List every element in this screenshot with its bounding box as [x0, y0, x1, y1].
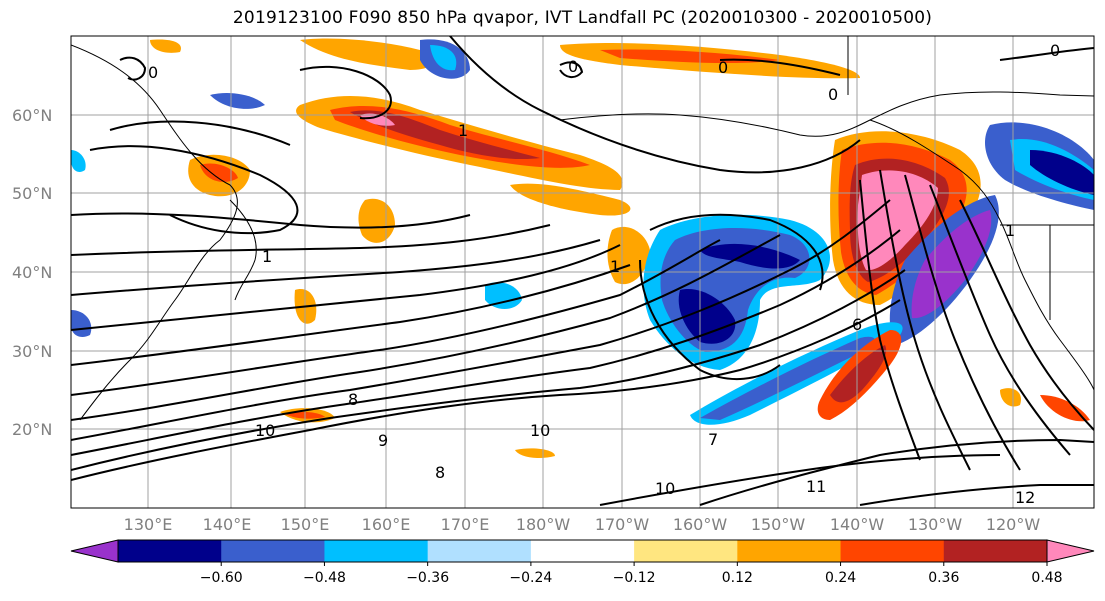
colorbar-tick-label: 0.48: [1031, 570, 1062, 586]
contour-label: 1: [1005, 221, 1015, 240]
contour-label: 1: [610, 257, 620, 276]
contour-label: 0: [148, 63, 158, 82]
contour-label: 10: [255, 421, 275, 440]
colorbar-tick-label: −0.36: [406, 570, 449, 586]
contour-label: 6: [852, 315, 862, 334]
lon-label: 160°E: [362, 515, 411, 534]
qvapor-filled-regions: [71, 38, 1094, 458]
colorbar-extend-max: [1046, 539, 1095, 563]
lat-label: 20°N: [12, 420, 52, 439]
colorbar-extend-min: [70, 539, 119, 563]
figure-title: 2019123100 F090 850 hPa qvapor, IVT Land…: [232, 8, 933, 28]
colorbar-segment: [634, 540, 738, 562]
lat-label: 40°N: [12, 263, 52, 282]
contour-label: 11: [806, 477, 826, 496]
colorbar-tick-label: 0.12: [722, 570, 753, 586]
map-gridlines: [71, 36, 1094, 508]
colorbar-segment: [737, 540, 842, 562]
colorbar-tick-label: 0.36: [928, 570, 959, 586]
lon-label: 150°E: [281, 515, 330, 534]
colorbar-segment: [118, 540, 222, 562]
lon-label: 180°W: [516, 515, 571, 534]
coastlines: [71, 36, 1094, 421]
lat-label: 30°N: [12, 342, 52, 361]
contour-label: 0: [1050, 41, 1060, 60]
contour-label: 8: [435, 463, 445, 482]
colorbar-segment: [221, 540, 325, 562]
colorbar-frame: [117, 539, 1048, 563]
colorbar-segment: [530, 540, 635, 562]
colorbar-tick-label: −0.24: [509, 570, 552, 586]
colorbar: −0.60 −0.48 −0.36 −0.24 −0.12 0.12 0.24 0.36 0.4…: [70, 539, 1095, 586]
colorbar-segment: [840, 540, 945, 562]
contour-label: 0: [568, 57, 578, 76]
colorbar-tick-label: −0.48: [303, 570, 346, 586]
lon-label: 130°E: [124, 515, 173, 534]
lat-label: 50°N: [12, 184, 52, 203]
map-area: 0 0 0 0 0 1 1 1 1 6 10 10 10 11 12 8 8 9…: [71, 36, 1094, 508]
colorbar-tick-label: 0.24: [825, 570, 856, 586]
map-frame: [70, 35, 1095, 509]
colorbar-tick-label: −0.12: [613, 570, 656, 586]
lon-label: 170°E: [441, 515, 490, 534]
lon-label: 160°W: [673, 515, 728, 534]
contour-label: 10: [530, 421, 550, 440]
lon-label: 170°W: [595, 515, 650, 534]
contour-label: 0: [828, 85, 838, 104]
longitude-labels: 130°E 140°E 150°E 160°E 170°E 180°W 170°…: [124, 515, 1041, 534]
contour-label: 12: [1015, 488, 1035, 507]
contour-label: 0: [718, 58, 728, 77]
contour-label: 1: [262, 247, 272, 266]
lon-label: 130°W: [908, 515, 963, 534]
colorbar-segment: [943, 540, 1048, 562]
contour-label: 10: [655, 479, 675, 498]
lon-label: 150°W: [751, 515, 806, 534]
ivt-contours: [71, 36, 1094, 506]
contour-label: 9: [378, 431, 388, 450]
lon-label: 120°W: [986, 515, 1041, 534]
colorbar-segment: [324, 540, 429, 562]
latitude-labels: 60°N 50°N 40°N 30°N 20°N: [12, 106, 52, 439]
colorbar-segment: [427, 540, 532, 562]
lon-label: 140°E: [203, 515, 252, 534]
lon-label: 140°W: [830, 515, 885, 534]
contour-label: 7: [708, 430, 718, 449]
colorbar-tick-label: −0.60: [200, 570, 243, 586]
contour-label: 8: [348, 390, 358, 409]
contour-label: 1: [458, 121, 468, 140]
contour-labels: 0 0 0 0 0 1 1 1 1 6 10 10 10 11 12 8 8 9…: [148, 41, 1060, 507]
lat-label: 60°N: [12, 106, 52, 125]
